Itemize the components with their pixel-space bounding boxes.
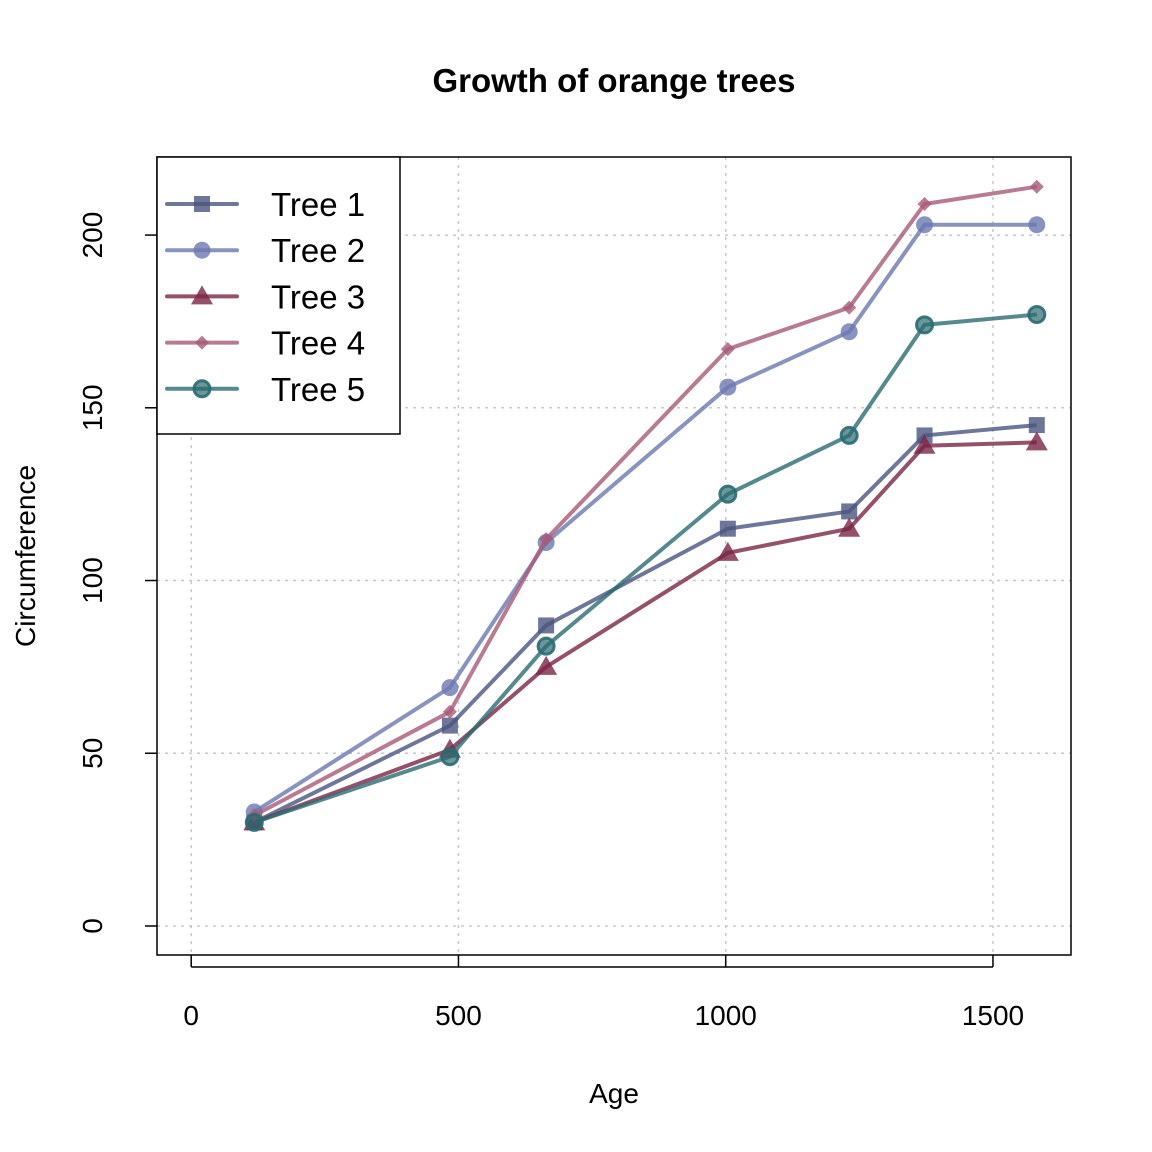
series-tree-4 xyxy=(247,179,1044,823)
chart-title: Growth of orange trees xyxy=(432,62,795,99)
square-marker xyxy=(841,503,858,520)
series-tree-1 xyxy=(246,417,1045,831)
legend-item: Tree 1 xyxy=(165,186,365,223)
square-marker xyxy=(1028,417,1045,434)
triangle-marker xyxy=(716,541,739,561)
square-marker xyxy=(719,520,736,537)
triangle-marker xyxy=(1025,431,1048,451)
circle-marker xyxy=(916,216,934,234)
legend: Tree 1 Tree 2 Tree 3 Tree 4 Tree 5 xyxy=(156,156,401,435)
square-marker xyxy=(441,717,458,734)
legend-item: Tree 2 xyxy=(165,232,365,269)
x-tick-label: 1000 xyxy=(695,1000,757,1031)
legend-item: Tree 3 xyxy=(165,278,365,315)
series-tree-3 xyxy=(243,431,1048,831)
triangle-marker xyxy=(191,285,213,305)
legend-label: Tree 3 xyxy=(271,278,365,315)
legend-item: Tree 4 xyxy=(165,325,365,362)
x-tick-label: 500 xyxy=(435,1000,482,1031)
legend-item: Tree 5 xyxy=(165,371,365,408)
legend-label: Tree 4 xyxy=(271,325,365,362)
x-axis-label: Age xyxy=(589,1078,639,1109)
ringed-circle-marker xyxy=(718,484,738,504)
ringed-circle-marker xyxy=(244,812,264,832)
circle-marker xyxy=(441,679,459,697)
legend-label: Tree 1 xyxy=(271,186,365,223)
ringed-circle-marker xyxy=(192,379,212,399)
y-tick-label: 50 xyxy=(77,738,108,769)
y-axis-label: Circumference xyxy=(10,465,41,647)
circle-marker xyxy=(193,241,211,259)
circle-marker xyxy=(719,378,737,396)
y-tick-label: 200 xyxy=(77,212,108,259)
plot-frame xyxy=(156,156,1072,956)
diamond-marker xyxy=(720,342,735,357)
y-tick-label: 0 xyxy=(77,918,108,934)
square-marker xyxy=(194,196,210,212)
ringed-circle-marker xyxy=(915,315,935,335)
triangle-marker xyxy=(838,517,861,537)
series-tree-2 xyxy=(245,216,1046,821)
x-tick-label: 0 xyxy=(183,1000,199,1031)
triangle-marker xyxy=(535,655,558,675)
diamond-marker xyxy=(442,704,457,719)
ringed-circle-marker xyxy=(536,636,556,656)
diamond-marker xyxy=(917,196,932,211)
ringed-circle-marker xyxy=(1027,305,1047,325)
circle-marker xyxy=(840,323,858,341)
axes: 0 500 1000 1500 0 50 100 150 200 xyxy=(77,212,1024,1031)
triangle-marker xyxy=(913,434,936,454)
diamond-marker xyxy=(539,532,554,547)
series-group xyxy=(243,179,1048,832)
circle-marker xyxy=(1028,216,1046,234)
ringed-circle-marker xyxy=(440,747,460,767)
series-tree-5 xyxy=(244,305,1047,832)
square-marker xyxy=(538,617,555,634)
diamond-marker xyxy=(195,335,209,350)
y-tick-label: 100 xyxy=(77,557,108,604)
y-tick-label: 150 xyxy=(77,384,108,431)
ringed-circle-marker xyxy=(839,425,859,445)
series-line xyxy=(253,423,1037,825)
diamond-marker xyxy=(842,300,857,315)
diamond-marker xyxy=(1029,179,1044,194)
x-tick-label: 1500 xyxy=(962,1000,1024,1031)
legend-label: Tree 2 xyxy=(271,232,365,269)
legend-label: Tree 5 xyxy=(271,371,365,408)
